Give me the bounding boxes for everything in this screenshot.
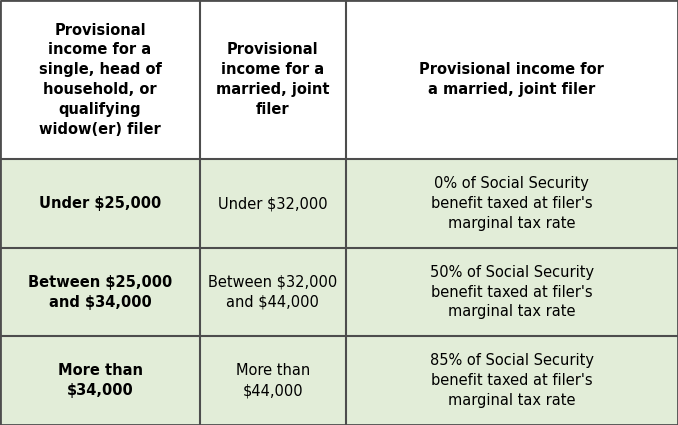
Text: 85% of Social Security
benefit taxed at filer's
marginal tax rate: 85% of Social Security benefit taxed at … [430,354,594,408]
Bar [346,248,678,337]
Bar [346,337,678,425]
Text: More than
$44,000: More than $44,000 [236,363,310,398]
Bar [200,248,346,337]
Bar [346,159,678,248]
Bar [0,248,200,337]
Bar [0,337,200,425]
Text: Between $25,000
and $34,000: Between $25,000 and $34,000 [28,275,172,309]
Text: Between $32,000
and $44,000: Between $32,000 and $44,000 [208,275,338,309]
Text: Provisional income for
a married, joint filer: Provisional income for a married, joint … [420,62,604,97]
Bar [346,0,678,159]
Bar [200,159,346,248]
Text: 0% of Social Security
benefit taxed at filer's
marginal tax rate: 0% of Social Security benefit taxed at f… [431,176,593,231]
Bar [0,159,200,248]
Text: Under $25,000: Under $25,000 [39,196,161,211]
Text: 50% of Social Security
benefit taxed at filer's
marginal tax rate: 50% of Social Security benefit taxed at … [430,265,594,320]
Bar [0,0,200,159]
Text: Under $32,000: Under $32,000 [218,196,327,211]
Bar [200,337,346,425]
Text: More than
$34,000: More than $34,000 [58,363,142,398]
Bar [200,0,346,159]
Text: Provisional
income for a
married, joint
filer: Provisional income for a married, joint … [216,42,330,117]
Text: Provisional
income for a
single, head of
household, or
qualifying
widow(er) file: Provisional income for a single, head of… [39,23,161,137]
